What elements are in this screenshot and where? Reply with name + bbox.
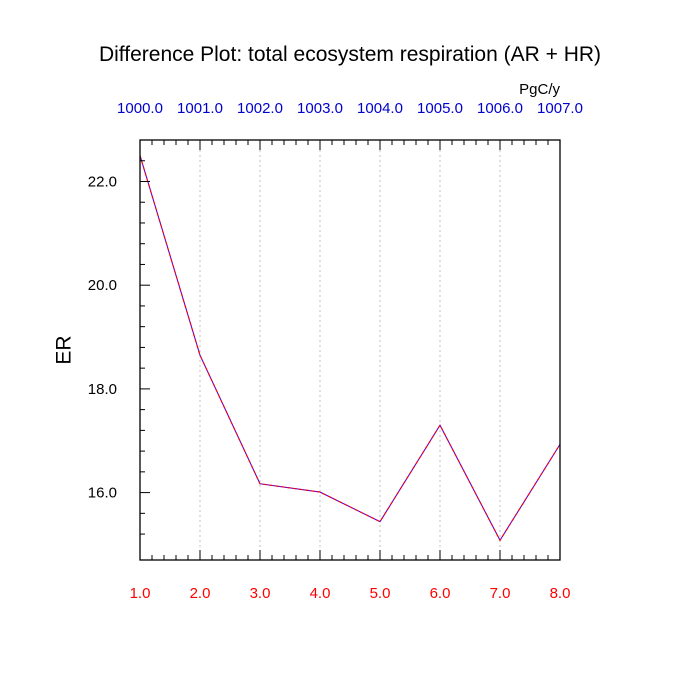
plot-frame <box>139 139 561 561</box>
x-tick-label-bottom: 7.0 <box>490 585 511 602</box>
grid-layer <box>199 140 501 560</box>
x-tick-label-bottom: 1.0 <box>130 585 151 602</box>
y-axis-label: ER <box>53 335 76 364</box>
x-tick-label-top: 1000.0 <box>117 100 163 117</box>
y-tick-label: 18.0 <box>88 381 117 398</box>
units-label: PgC/y <box>519 81 560 98</box>
labels-layer: 1.0 2.0 3.0 4.0 5.0 6.0 7.0 8.0 1000.0 1001.0 1002… <box>88 100 583 602</box>
x-tick-label-bottom: 6.0 <box>430 585 451 602</box>
x-tick-label-top: 1003.0 <box>297 100 343 117</box>
x-tick-label-bottom: 2.0 <box>190 585 211 602</box>
x-tick-label-top: 1001.0 <box>177 100 223 117</box>
axis-layer <box>139 139 561 561</box>
y-tick-label: 20.0 <box>88 277 117 294</box>
x-tick-label-bottom: 3.0 <box>250 585 271 602</box>
chart-title: Difference Plot: total ecosystem respira… <box>99 43 601 66</box>
y-tick-label: 22.0 <box>88 173 117 190</box>
x-tick-label-bottom: 5.0 <box>370 585 391 602</box>
x-tick-label-top: 1007.0 <box>537 100 583 117</box>
series-line <box>139 155 561 542</box>
x-tick-label-top: 1002.0 <box>237 100 283 117</box>
x-tick-label-bottom: 4.0 <box>310 585 331 602</box>
x-tick-label-bottom: 8.0 <box>550 585 571 602</box>
x-tick-label-top: 1005.0 <box>417 100 463 117</box>
x-tick-label-top: 1006.0 <box>477 100 523 117</box>
series-layer <box>139 155 561 542</box>
y-tick-label: 16.0 <box>88 485 117 502</box>
series-line-dash <box>139 155 561 542</box>
x-tick-label-top: 1004.0 <box>357 100 403 117</box>
